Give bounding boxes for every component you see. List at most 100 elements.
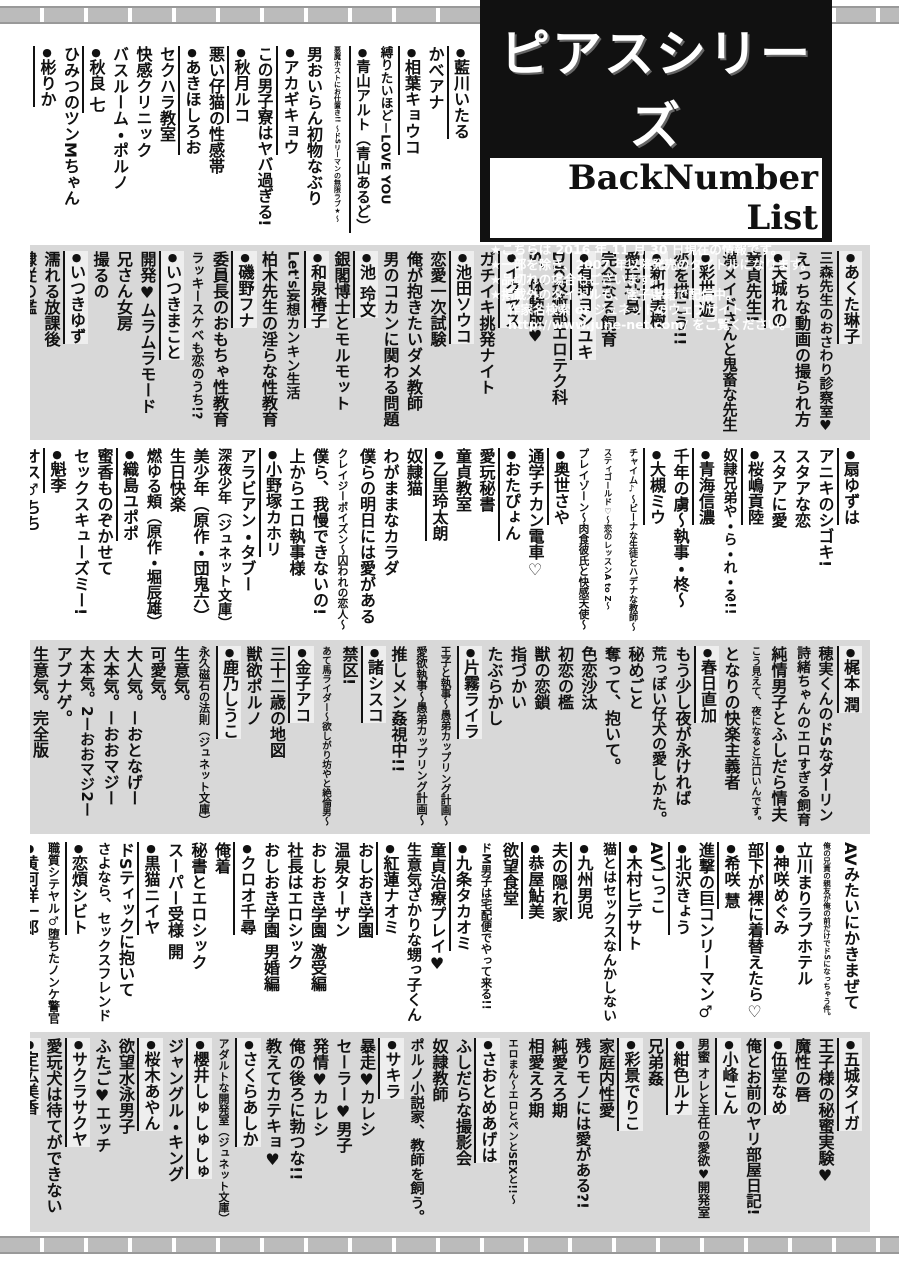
title: クレイジーポイズン～囚われの恋人～ bbox=[336, 448, 350, 630]
title: ポルノ小説家、教師を飼う。 bbox=[408, 1038, 424, 1224]
author: 恭屋鮎美 bbox=[521, 842, 547, 919]
title: この男子寮はヤバ過ぎる! bbox=[255, 46, 274, 227]
entry: 定広美香院内感染（ジュネット文庫）ヴィーナスに接吻深海のヴィーナスヤバイ目で見ン… bbox=[30, 1038, 41, 1224]
title: スティゴールド♡～恋のレッスンA to Z～ bbox=[603, 448, 613, 610]
title: 童貞教室 bbox=[453, 448, 472, 512]
author: あくた琳子 bbox=[836, 251, 862, 344]
title: 快感クリニック bbox=[133, 46, 153, 158]
author: 秋月ルコ bbox=[227, 46, 253, 123]
author: 恋煩シビト bbox=[64, 842, 90, 935]
title: 相愛えろ期 bbox=[525, 1038, 545, 1118]
title: 銀閣博士とモルモット bbox=[331, 251, 351, 411]
title: 可愛気。 bbox=[147, 646, 167, 710]
entry: 春日直加もう少し夜が永ければ荒っぽい仔犬の愛しかた。秘めごと奪って、抱いて。色恋… bbox=[482, 646, 719, 826]
title: ドM男子は宅配便でやって来る!! bbox=[479, 842, 493, 1010]
title: 燃ゆる頬（原作・堀辰雄） bbox=[144, 448, 163, 630]
title: ひみつのツンMちゃん bbox=[61, 46, 80, 206]
title: S、体験版♥ bbox=[525, 251, 545, 346]
title: おしおき学園 激受編 bbox=[308, 842, 327, 992]
entry: 黄河洋一郎愛玩マゾ教室恋人♥絶賛発情中!!ケダモノ男子 bbox=[30, 842, 41, 988]
author: 桜木あやん bbox=[137, 1038, 163, 1131]
title: 残りモノには愛がある?! bbox=[573, 1038, 592, 1210]
title: 奪って、抱いて。 bbox=[602, 646, 621, 774]
title: 僕らの明日には愛がある bbox=[357, 448, 376, 624]
author: おたぴょん bbox=[497, 448, 523, 541]
title: 獣の恋鎖 bbox=[531, 646, 551, 710]
title: 王子と執事～愚弟カップリング計画～ bbox=[439, 646, 452, 826]
title: 恋を描こう!! bbox=[670, 251, 690, 346]
author: 九州男児 bbox=[570, 842, 596, 919]
title: オス♂ちち bbox=[30, 448, 41, 531]
title: 大人気。ーおとなげー bbox=[124, 646, 143, 806]
author: 櫻井しゅしゅしゅ bbox=[186, 1038, 212, 1179]
author: 諸シスコ bbox=[360, 646, 386, 723]
author: 黄河洋一郎 bbox=[30, 842, 41, 935]
title: 深夜少年（ジュネット文庫） bbox=[216, 448, 232, 630]
title: 愛欲執事～愚弟カップリング計画～ bbox=[415, 646, 428, 826]
title: 大本気。ーおおマジー bbox=[100, 646, 120, 806]
title: セクハラ教室 bbox=[157, 46, 176, 142]
title: 職質シテヤル♂堕ちたノンケ警官 bbox=[46, 842, 61, 1024]
author: 青山アルト（青山あるど） bbox=[348, 46, 374, 234]
author: 五城タイガ bbox=[836, 1038, 862, 1131]
title: 立川まりラブホテル bbox=[794, 842, 813, 986]
note: ★こちらは 2016 年 11 月 30 日現在の情報です。 bbox=[490, 242, 784, 257]
title: ジャングル・キング bbox=[165, 1038, 184, 1182]
author: 北沢きょう bbox=[668, 842, 694, 935]
entry: AVみたいにかきまぜて 俺の兄貴の親友が俺の前だけでドSになっちゃう件。 立川まりラ… bbox=[792, 842, 863, 1020]
title: おしおき学園 男婚編 bbox=[261, 842, 280, 992]
author: 大槻ミウ bbox=[642, 448, 668, 525]
title: 暴走♥カレシ bbox=[357, 1038, 376, 1137]
section: 五城タイガ王子様の秘蜜実験♥魔性の唇伍堂なめ俺とお前のヤリ部屋日記!小峰こん男蜜… bbox=[30, 1032, 870, 1232]
section: 梶本 潤穂実くんのドSなダーリン詩緒ちゃんのエロすぎる飼育純情男子とふしだら情夫… bbox=[30, 640, 870, 834]
author: いつきまこと bbox=[158, 251, 184, 360]
title: 家庭内性愛 bbox=[596, 1038, 615, 1118]
title: おしおき学園 bbox=[355, 842, 374, 938]
author: 木村ヒデサト bbox=[619, 842, 645, 951]
title: ドSティックに抱いて bbox=[116, 842, 135, 998]
entry: 鹿乃しうこ永久磁石の法則（ジュネット文庫）生意気。可愛気。大人気。ーおとなげー大… bbox=[30, 646, 241, 826]
author: 小峰こん bbox=[715, 1038, 741, 1115]
title: 上からエロ執事様 bbox=[286, 448, 306, 576]
author: 織島ユポポ bbox=[115, 448, 141, 541]
title: 純愛えろ期 bbox=[549, 1038, 568, 1118]
title: 夫の隠れ家 bbox=[549, 842, 568, 922]
author: 桜嶋貢陸 bbox=[740, 448, 766, 525]
author: 鹿乃しうこ bbox=[215, 646, 241, 739]
title: スタアに愛 bbox=[768, 448, 788, 528]
author: 彬りか bbox=[33, 46, 59, 107]
title: 奴隷兄弟や・ら・れ・る!! bbox=[721, 448, 738, 615]
author: 片霧ライラ bbox=[456, 646, 482, 739]
title: 隷従の檻 bbox=[30, 251, 37, 315]
author: 希咲 慧 bbox=[717, 842, 743, 909]
title: 漢メイドさんと鬼畜な先生 bbox=[720, 251, 739, 432]
title: 僕ら、我慢できないの! bbox=[310, 448, 329, 616]
author: 相葉キョウコ bbox=[397, 46, 423, 155]
title: 童貞治療プレイ♥ bbox=[427, 842, 447, 973]
title: 王子様の秘蜜実験♥ bbox=[815, 1038, 835, 1185]
title: ガチイキ挑発ナイト bbox=[476, 251, 496, 395]
